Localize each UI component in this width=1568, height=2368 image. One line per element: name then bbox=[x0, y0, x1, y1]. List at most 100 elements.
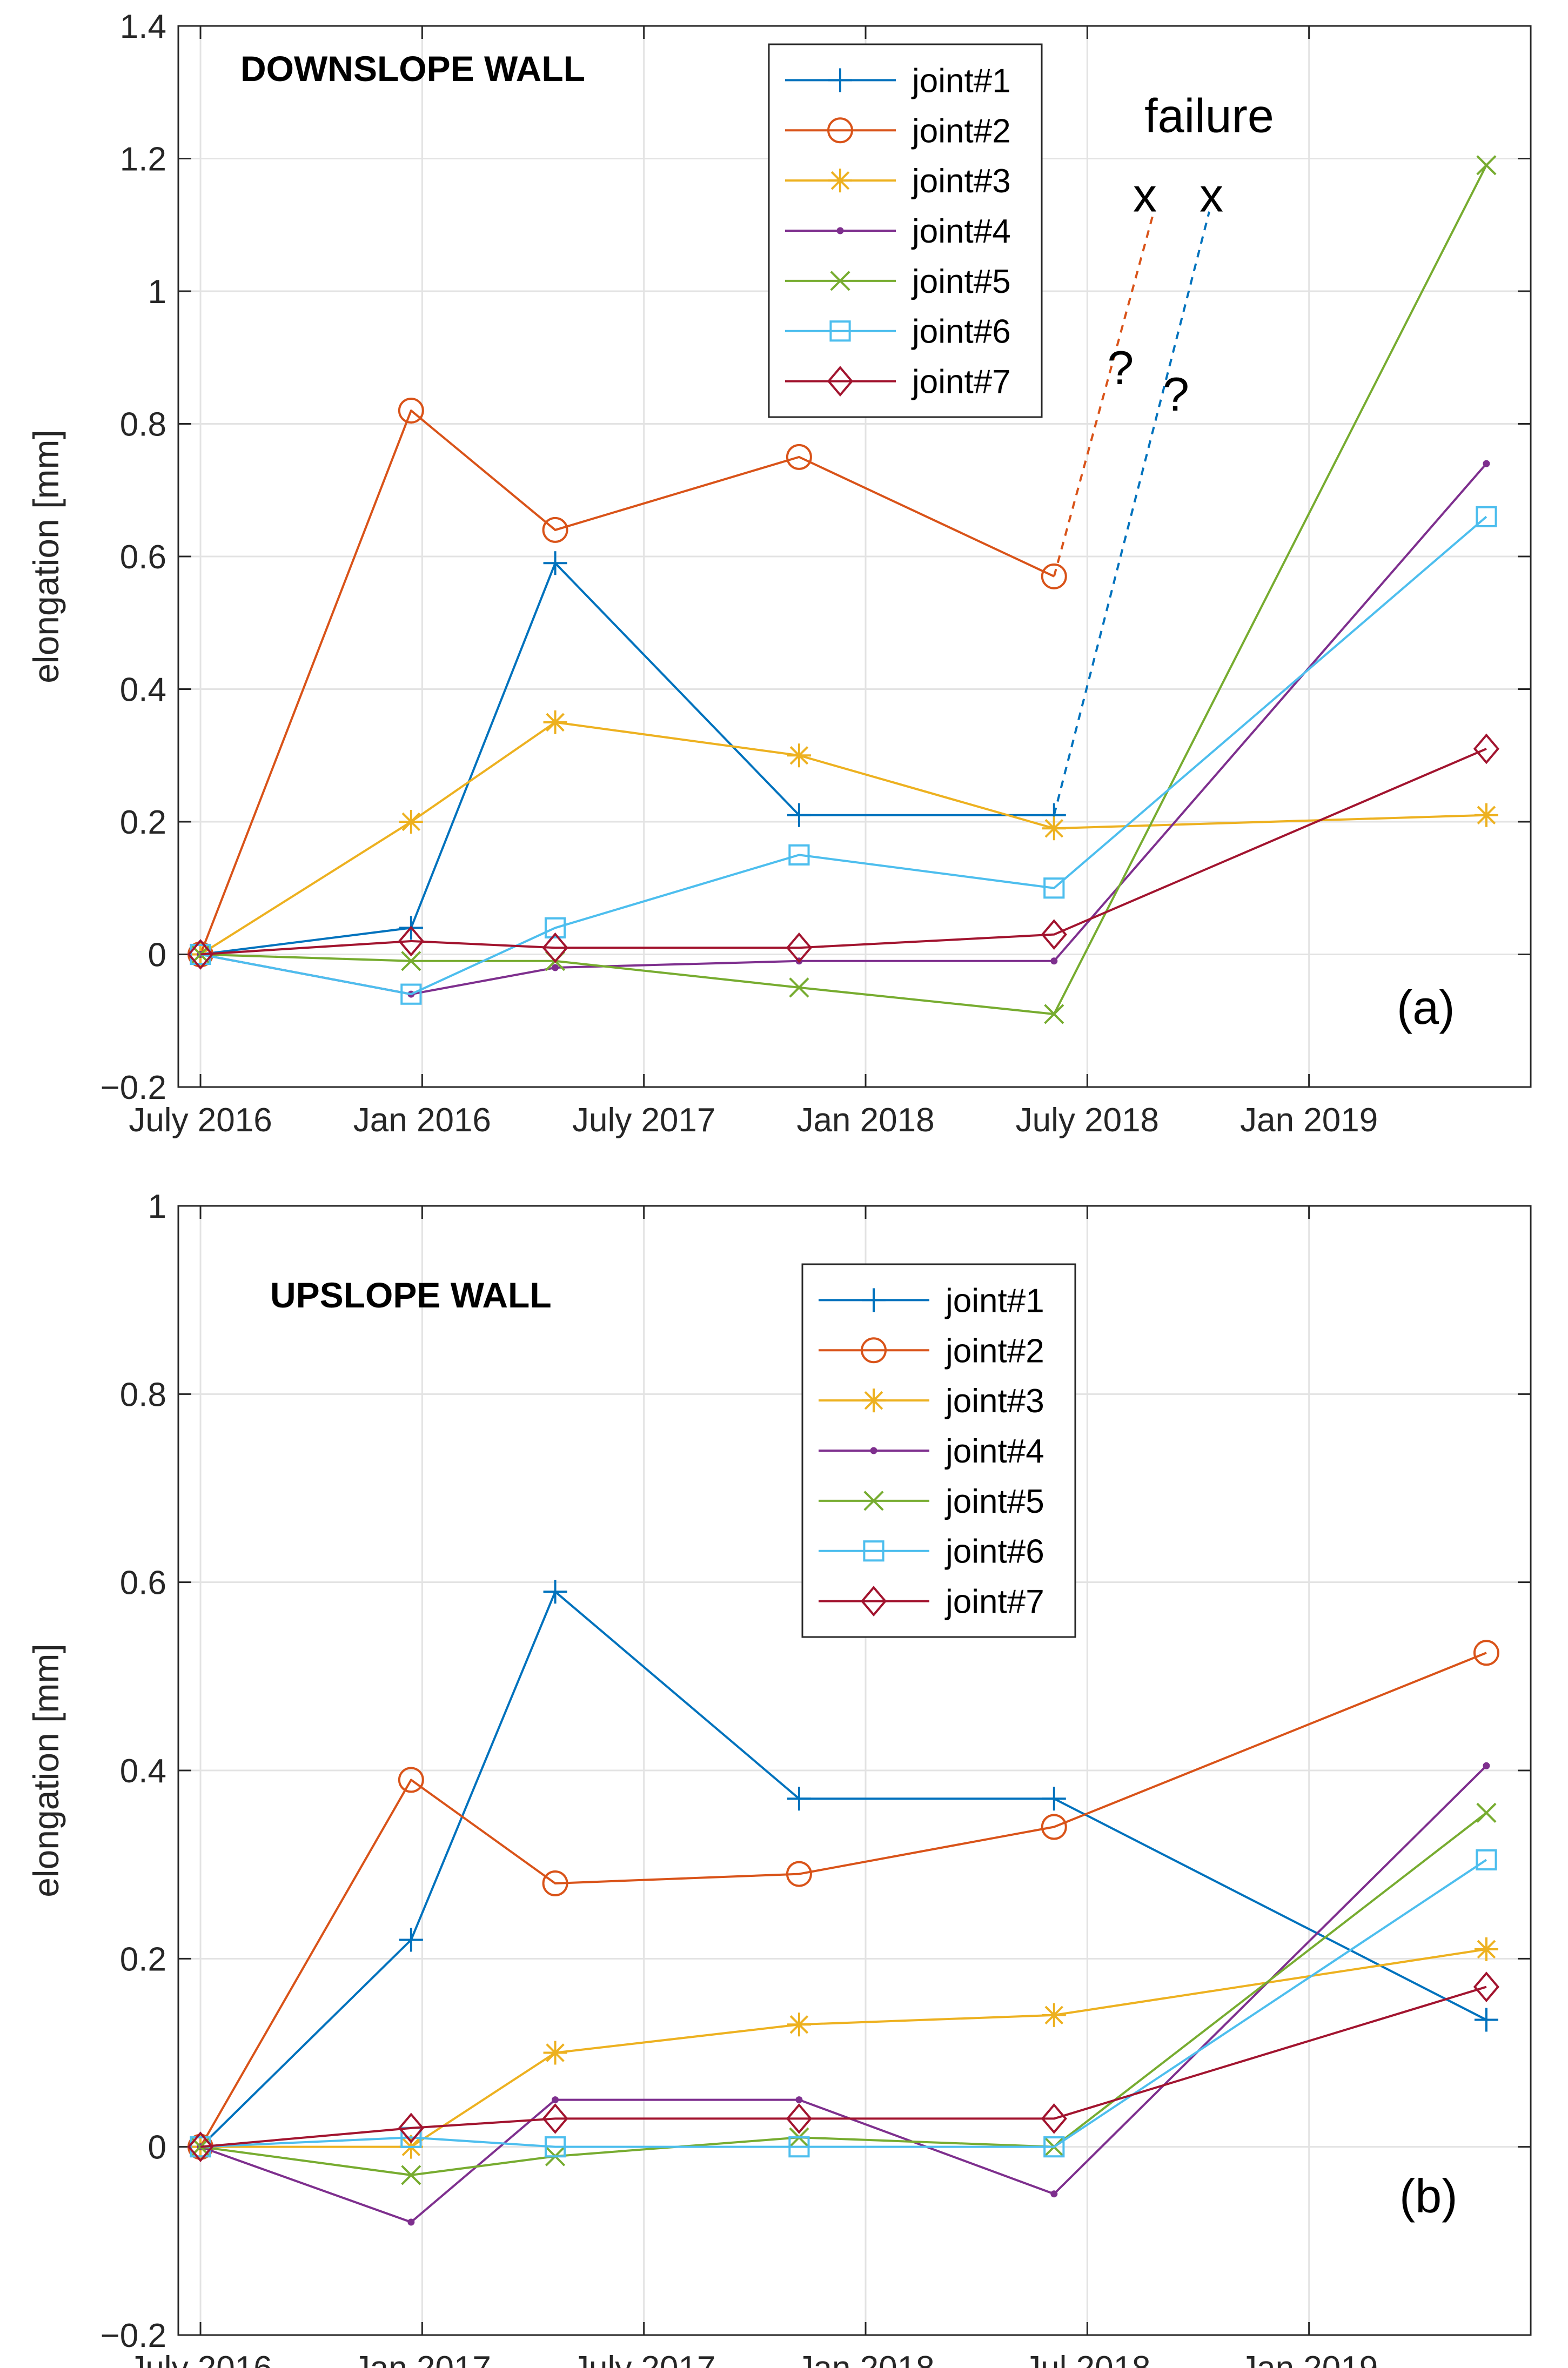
series-line-joint-2 bbox=[199, 1652, 1487, 2148]
legend-marker bbox=[836, 227, 844, 234]
data-point-joint-3 bbox=[543, 710, 567, 734]
data-point-joint-7 bbox=[1473, 733, 1500, 764]
data-point-joint-6 bbox=[1476, 506, 1497, 527]
legend-item-joint-5: joint#5 bbox=[819, 1483, 1044, 1520]
data-point-joint-4 bbox=[795, 2096, 803, 2104]
x-tick-label: July 2016 bbox=[129, 1102, 272, 1139]
x-tick-label: July 2017 bbox=[572, 1102, 715, 1139]
y-tick-label: 0.2 bbox=[120, 804, 166, 841]
data-point-joint-6 bbox=[400, 983, 422, 1005]
legend-label: joint#6 bbox=[944, 1533, 1044, 1571]
legend-item-joint-3: joint#3 bbox=[819, 1383, 1044, 1420]
failure-extrapolation-joint-1 bbox=[1053, 211, 1210, 816]
y-tick-label: −0.2 bbox=[100, 2317, 166, 2354]
data-point-joint-3 bbox=[399, 810, 423, 834]
y-tick-label: 0.4 bbox=[120, 1753, 166, 1790]
data-point-joint-6 bbox=[1043, 2136, 1065, 2158]
series-line-joint-2 bbox=[199, 409, 1055, 955]
data-point-joint-2 bbox=[786, 1861, 812, 1887]
data-point-joint-7 bbox=[786, 2103, 813, 2134]
data-point-joint-5 bbox=[1476, 155, 1497, 176]
data-point-joint-7 bbox=[187, 2131, 214, 2163]
data-point-joint-4 bbox=[1050, 957, 1058, 965]
data-point-joint-4 bbox=[1050, 2190, 1058, 2198]
y-tick-label: 0 bbox=[148, 937, 166, 974]
annotation-failure: failure bbox=[1144, 89, 1274, 142]
chart-title: UPSLOPE WALL bbox=[270, 1275, 552, 1315]
legend-label: joint#7 bbox=[944, 1584, 1044, 1621]
data-point-joint-7 bbox=[786, 932, 813, 963]
series-group bbox=[187, 155, 1500, 1024]
legend-item-joint-4: joint#4 bbox=[819, 1433, 1044, 1470]
annotation-x: x bbox=[1133, 169, 1157, 222]
data-point-joint-6 bbox=[1043, 877, 1065, 899]
legend-label: joint#6 bbox=[911, 313, 1011, 351]
data-point-joint-1 bbox=[1474, 2008, 1498, 2032]
legend-label: joint#5 bbox=[944, 1483, 1044, 1520]
legend-label: joint#1 bbox=[944, 1282, 1044, 1319]
x-axis: July 2016 Jan 2017 July 2017 Jan 2018 Jul 20… bbox=[129, 1206, 1378, 2368]
legend-label: joint#3 bbox=[911, 163, 1011, 200]
data-point-joint-5 bbox=[789, 977, 809, 998]
legend-marker bbox=[863, 1540, 884, 1562]
x-tick-label: Jan 2018 bbox=[796, 1102, 934, 1139]
data-point-joint-2 bbox=[542, 516, 568, 543]
legend-marker bbox=[828, 68, 852, 92]
legend-item-joint-6: joint#6 bbox=[819, 1533, 1044, 1571]
legend-item-joint-1: joint#1 bbox=[785, 62, 1011, 99]
legend-label: joint#5 bbox=[911, 263, 1011, 300]
x-tick-label: Jan 2018 bbox=[796, 2350, 934, 2368]
data-point-joint-2 bbox=[398, 397, 424, 424]
legend-marker bbox=[829, 320, 851, 342]
series-group bbox=[187, 1580, 1500, 2226]
legend-label: joint#2 bbox=[944, 1332, 1044, 1370]
data-point-joint-1 bbox=[787, 1787, 811, 1811]
x-tick-label: Jul 2018 bbox=[1024, 2350, 1150, 2368]
legend-marker bbox=[870, 1447, 877, 1454]
legend-item-joint-2: joint#2 bbox=[819, 1332, 1044, 1370]
y-tick-label: 0.6 bbox=[120, 1565, 166, 1602]
legend-label: joint#2 bbox=[911, 112, 1011, 150]
y-tick-label: 1.4 bbox=[120, 8, 166, 45]
legend-marker bbox=[860, 1586, 887, 1616]
legend-item-joint-7: joint#7 bbox=[785, 364, 1011, 401]
x-tick-label: July 2016 bbox=[129, 2350, 272, 2368]
legend-marker bbox=[830, 271, 850, 291]
legend-label: joint#7 bbox=[911, 364, 1011, 401]
legend-marker bbox=[827, 366, 854, 397]
legend-item-joint-1: joint#1 bbox=[819, 1282, 1044, 1319]
panel-label: (a) bbox=[1397, 981, 1455, 1034]
data-point-joint-1 bbox=[787, 803, 811, 827]
x-tick-label: July 2018 bbox=[1016, 1102, 1159, 1139]
legend-label: joint#4 bbox=[911, 213, 1011, 250]
data-point-joint-3 bbox=[1474, 1937, 1498, 1961]
y-tick-label: 0.2 bbox=[120, 1941, 166, 1978]
data-point-joint-4 bbox=[1483, 460, 1490, 467]
data-point-joint-7 bbox=[398, 2112, 424, 2144]
data-point-joint-7 bbox=[1041, 919, 1067, 950]
series-line-joint-7 bbox=[200, 748, 1487, 956]
chart-title: DOWNSLOPE WALL bbox=[240, 49, 585, 89]
x-tick-label: Jan 2019 bbox=[1240, 2350, 1378, 2368]
data-point-joint-7 bbox=[1041, 2103, 1067, 2134]
legend-item-joint-4: joint#4 bbox=[785, 213, 1011, 250]
y-tick-label: −0.2 bbox=[100, 1069, 166, 1106]
data-point-joint-3 bbox=[1474, 803, 1498, 827]
series-line-joint-1 bbox=[199, 1591, 1487, 2148]
y-axis: −0.2 0 0.2 0.4 0.6 0.8 1 1.2 1.4 bbox=[100, 8, 1531, 1106]
data-point-joint-1 bbox=[543, 1580, 567, 1604]
data-point-joint-4 bbox=[407, 2218, 415, 2226]
data-point-joint-7 bbox=[187, 939, 214, 970]
series-line-joint-7 bbox=[200, 1985, 1487, 2148]
data-point-joint-2 bbox=[542, 1870, 568, 1896]
data-point-joint-3 bbox=[1042, 2003, 1066, 2027]
data-point-joint-7 bbox=[542, 2103, 568, 2134]
panel-label: (b) bbox=[1399, 2169, 1458, 2223]
data-point-joint-6 bbox=[788, 2136, 810, 2158]
data-point-joint-7 bbox=[542, 932, 568, 963]
annotation-x: x bbox=[1200, 169, 1223, 222]
series-line-joint-5 bbox=[200, 164, 1487, 1015]
legend-item-joint-7: joint#7 bbox=[819, 1584, 1044, 1621]
data-point-joint-1 bbox=[1042, 1787, 1066, 1811]
